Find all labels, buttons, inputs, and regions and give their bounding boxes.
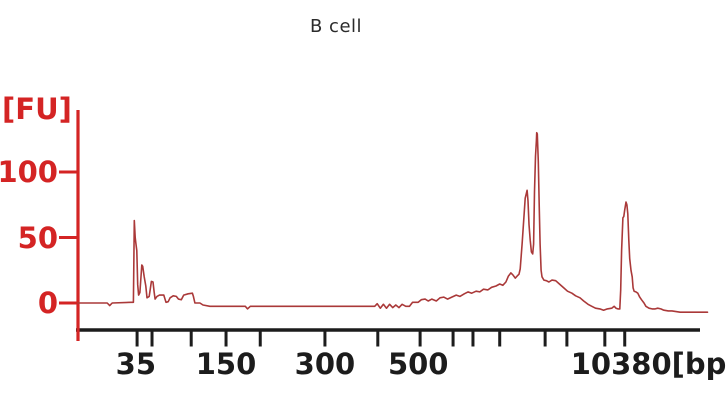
x-tick-label: 10380[bp] xyxy=(570,347,728,381)
x-tick-label: 500 xyxy=(387,347,449,381)
chart-title: B cell xyxy=(309,16,363,37)
y-tick-label: 50 xyxy=(17,220,58,255)
x-tick-label: 35 xyxy=(115,347,157,381)
y-tick-label: 100 xyxy=(0,155,58,189)
x-tick-label: 300 xyxy=(294,347,356,381)
y-tick-label: 0 xyxy=(37,286,58,320)
x-tick-label: 150 xyxy=(195,347,257,381)
y-axis-unit-label: [FU] xyxy=(2,92,72,126)
electropherogram-trace xyxy=(77,131,709,314)
